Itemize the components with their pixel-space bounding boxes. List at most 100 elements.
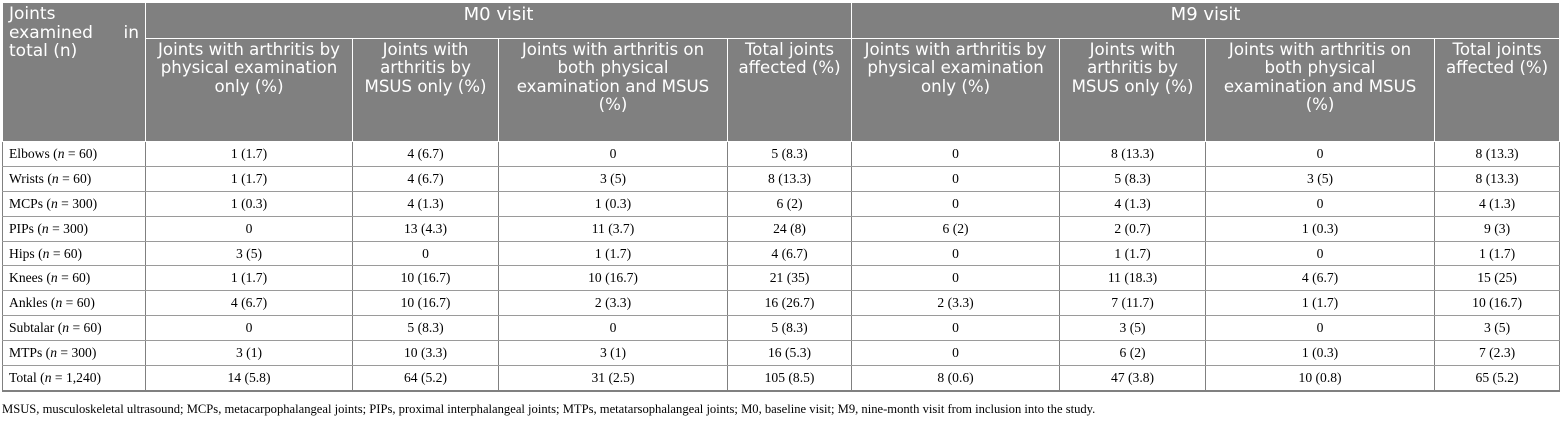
table-row: Total (n = 1,240) 14 (5.8) 64 (5.2) 31 (2.5… [2, 365, 1561, 393]
joint-name: Subtalar [9, 320, 55, 336]
joint-count: 60 [72, 270, 86, 286]
joints-arthritis-table: Joints examined in total (n) M0 visit M9… [2, 2, 1561, 393]
joint-name: MTPs [9, 345, 43, 361]
column-header: Total joints affected (%) [1434, 38, 1561, 142]
table-cell: 31 (2.5) [498, 365, 728, 393]
table-cell: 0 [851, 141, 1061, 167]
table-cell: 9 (3) [1434, 216, 1561, 242]
joint-name: Knees [9, 270, 43, 286]
column-header: Joints with arthritis on both physical e… [1205, 38, 1436, 142]
table-cell: 5 (8.3) [726, 141, 853, 167]
row-label: MTPs (n = 300) [2, 340, 146, 367]
table-cell: 0 [851, 340, 1061, 367]
table-footnote: MSUS, musculoskeletal ultrasound; MCPs, … [2, 402, 1096, 416]
table-cell: 2 (0.7) [1059, 216, 1207, 242]
table-cell: 2 (3.3) [498, 290, 728, 317]
table-cell: 6 (2) [726, 191, 853, 217]
column-header: Total joints affected (%) [726, 38, 853, 142]
column-header: Joints with arthritis by physical examin… [145, 38, 353, 142]
table-cell: 7 (2.3) [1434, 340, 1561, 367]
table-cell: 1 (0.3) [1205, 340, 1436, 367]
table-cell: 4 (6.7) [352, 166, 499, 192]
table-cell: 105 (8.5) [726, 365, 853, 393]
table-cell: 3 (5) [1434, 315, 1561, 342]
table-cell: 3 (1) [145, 340, 353, 367]
table-cell: 4 (6.7) [145, 290, 353, 317]
table-cell: 1 (1.7) [145, 166, 353, 192]
table-cell: 0 [145, 216, 353, 242]
table-cell: 10 (16.7) [352, 265, 499, 292]
count-prefix: (n = [42, 345, 72, 361]
table-row: Knees (n = 60) 1 (1.7) 10 (16.7) 10 (16.7) 2… [2, 265, 1561, 292]
row-label: Elbows (n = 60) [2, 141, 146, 167]
table-cell: 0 [1205, 315, 1436, 342]
table-cell: 10 (0.8) [1205, 365, 1436, 393]
table-cell: 10 (16.7) [352, 290, 499, 317]
row-label: Ankles (n = 60) [2, 290, 146, 317]
table-cell: 0 [1205, 191, 1436, 217]
table-cell: 0 [1205, 241, 1436, 267]
count-prefix: (n = [43, 170, 74, 186]
table-cell: 65 (5.2) [1434, 365, 1561, 393]
table-cell: 14 (5.8) [145, 365, 353, 393]
joint-count: 60 [76, 295, 91, 311]
joint-count: 300 [72, 195, 93, 211]
table-cell: 4 (6.7) [352, 141, 499, 167]
joint-name: MCPs [9, 195, 44, 211]
column-header: Joints with arthritis by MSUS only (%) [352, 38, 499, 142]
table-cell: 3 (5) [145, 241, 353, 267]
joint-name: Wrists [9, 170, 44, 186]
table-cell: 0 [1205, 141, 1436, 167]
table-row: Hips (n = 60) 3 (5) 0 1 (1.7) 4 (6.7) 0 1 (1.7… [2, 241, 1561, 267]
table-body: Elbows (n = 60) 1 (1.7) 4 (6.7) 0 5 (8.3) 0 8 … [2, 141, 1561, 393]
column-header: Joints with arthritis on both physical e… [498, 38, 728, 142]
joint-name: Hips [9, 245, 35, 261]
joint-count: 60 [73, 170, 87, 186]
table-cell: 4 (6.7) [726, 241, 853, 267]
table-row: PIPs (n = 300) 0 13 (4.3) 11 (3.7) 24 (8) 6 (… [2, 216, 1561, 242]
table-row: Elbows (n = 60) 1 (1.7) 4 (6.7) 0 5 (8.3) 0 8 … [2, 141, 1561, 167]
table-cell: 4 (6.7) [1205, 265, 1436, 292]
table-cell: 8 (13.3) [726, 166, 853, 192]
table-cell: 8 (13.3) [1059, 141, 1207, 167]
count-prefix: (n = [33, 220, 64, 236]
table-cell: 4 (1.3) [1059, 191, 1207, 217]
table-cell: 1 (0.3) [1205, 216, 1436, 242]
table-cell: 0 [851, 315, 1061, 342]
table-cell: 1 (1.7) [1205, 290, 1436, 317]
table-cell: 5 (8.3) [726, 315, 853, 342]
count-prefix: (n = [54, 320, 84, 336]
table-cell: 3 (1) [498, 340, 728, 367]
table-cell: 1 (1.7) [145, 265, 353, 292]
table-cell: 1 (1.7) [498, 241, 728, 267]
table-cell: 7 (11.7) [1059, 290, 1207, 317]
table-cell: 1 (1.7) [1059, 241, 1207, 267]
row-label: Knees (n = 60) [2, 265, 146, 292]
count-prefix: (n = [34, 245, 64, 261]
table-cell: 3 (5) [1059, 315, 1207, 342]
table-cell: 6 (2) [1059, 340, 1207, 367]
joint-count: 60 [83, 320, 98, 336]
column-header: Joints with arthritis by physical examin… [851, 38, 1061, 142]
row-label: Wrists (n = 60) [2, 166, 146, 192]
table-cell: 0 [851, 265, 1061, 292]
table-cell: 1 (1.7) [145, 141, 353, 167]
table-cell: 4 (1.3) [352, 191, 499, 217]
table-cell: 2 (3.3) [851, 290, 1061, 317]
row-label: MCPs (n = 300) [2, 191, 146, 217]
group-header-m0: M0 visit [144, 2, 853, 39]
row-label: Hips (n = 60) [2, 241, 146, 267]
table-row: Ankles (n = 60) 4 (6.7) 10 (16.7) 2 (3.3) 16… [2, 290, 1561, 317]
table-cell: 0 [498, 315, 728, 342]
table-cell: 5 (8.3) [352, 315, 499, 342]
joint-name: Total [9, 370, 37, 385]
table-cell: 10 (3.3) [352, 340, 499, 367]
table-row: MTPs (n = 300) 3 (1) 10 (3.3) 3 (1) 16 (5.3)… [2, 340, 1561, 367]
table-cell: 16 (26.7) [726, 290, 853, 317]
table-cell: 16 (5.3) [726, 340, 853, 367]
joint-name: Elbows [9, 145, 50, 161]
table-cell: 8 (13.3) [1434, 141, 1561, 167]
table-cell: 11 (3.7) [498, 216, 728, 242]
table-cell: 8 (13.3) [1434, 166, 1561, 192]
count-prefix: (n = [47, 295, 77, 311]
